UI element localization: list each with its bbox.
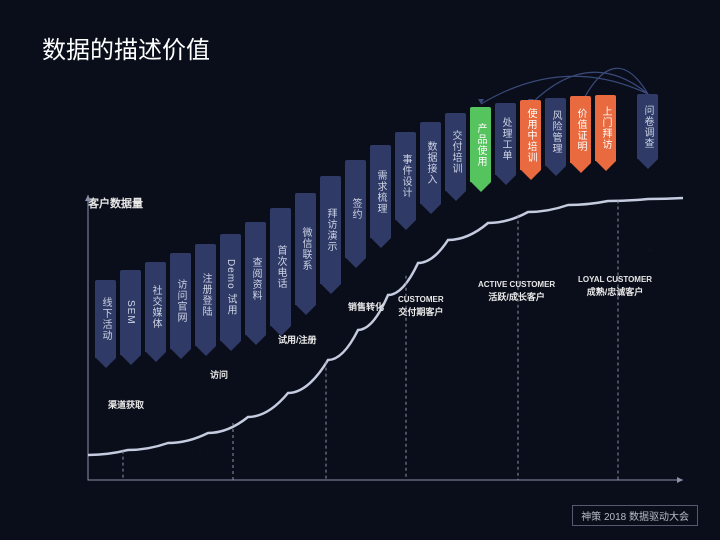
- stage-arrow: 线下活动: [95, 280, 116, 368]
- arrow-label: 处理工单: [498, 117, 513, 161]
- arrow-label: 风险管理: [548, 110, 563, 154]
- arrow-label: 上门拜访: [598, 106, 613, 150]
- arrow-label: 交付培训: [448, 130, 463, 174]
- stage-arrow: 使用中培训: [520, 100, 541, 180]
- stage-arrow: 拜访演示: [320, 176, 341, 294]
- stage-arrow: 产品使用: [470, 107, 491, 192]
- stage-arrow: 事件设计: [395, 132, 416, 230]
- arrow-label: Demo 试用: [223, 259, 238, 315]
- stage-arrow: 问卷调查: [637, 94, 658, 169]
- stage-label: CUSTOMER交付期客户: [398, 295, 444, 319]
- arrow-label: 需求梳理: [373, 170, 388, 214]
- arrow-label: 拜访演示: [323, 208, 338, 252]
- arrow-label: 数据接入: [423, 141, 438, 185]
- stage-arrow: 签约: [345, 160, 366, 268]
- arrow-label: 线下活动: [98, 297, 113, 341]
- arrow-label: SEM: [125, 300, 136, 325]
- chart-svg: [0, 0, 720, 540]
- stage-label: LOYAL CUSTOMER成熟/忠诚客户: [578, 275, 652, 299]
- stage-label: 销售转化: [348, 302, 384, 314]
- stage-arrow: 社交媒体: [145, 262, 166, 362]
- stage-arrow: SEM: [120, 270, 141, 365]
- stage-arrow: 微信联系: [295, 193, 316, 315]
- stage-arrow: 数据接入: [420, 122, 441, 214]
- stage-arrow: 交付培训: [445, 113, 466, 201]
- stage-label: ACTIVE CUSTOMER活跃/成长客户: [478, 280, 555, 304]
- stage-label: 渠道获取: [108, 400, 144, 412]
- stage-arrow: 访问官网: [170, 253, 191, 359]
- arrow-label: 首次电话: [273, 245, 288, 289]
- arrow-label: 访问官网: [173, 279, 188, 323]
- arrow-label: 产品使用: [473, 123, 488, 167]
- arrow-label: 问卷调查: [640, 105, 655, 149]
- footer-badge: 神策 2018 数据驱动大会: [572, 505, 698, 526]
- arrow-label: 社交媒体: [148, 285, 163, 329]
- stage-arrow: 需求梳理: [370, 145, 391, 248]
- arrow-label: 事件设计: [398, 154, 413, 198]
- arrow-label: 注册登陆: [198, 273, 213, 317]
- stage-label: 访问: [210, 370, 228, 382]
- stage-arrow: 上门拜访: [595, 95, 616, 171]
- stage-arrow: 风险管理: [545, 98, 566, 176]
- arrow-label: 微信联系: [298, 227, 313, 271]
- stage-arrow: 查阅资料: [245, 222, 266, 345]
- arrow-label: 价值证明: [573, 108, 588, 152]
- stage-arrow: 处理工单: [495, 103, 516, 185]
- stage-arrow: 首次电话: [270, 208, 291, 336]
- arrow-label: 签约: [348, 198, 363, 220]
- arrow-label: 使用中培训: [523, 108, 538, 163]
- stage-arrow: 价值证明: [570, 96, 591, 173]
- stage-arrow: 注册登陆: [195, 244, 216, 356]
- arrow-label: 查阅资料: [248, 257, 263, 301]
- stage-label: 试用/注册: [278, 335, 317, 347]
- stage-arrow: Demo 试用: [220, 234, 241, 351]
